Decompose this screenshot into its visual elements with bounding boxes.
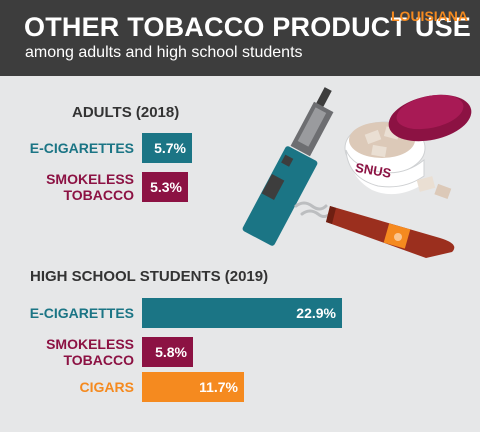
- bar: [142, 337, 193, 367]
- bar-value-label: 5.8%: [155, 344, 187, 360]
- state-label: LOUISIANA: [391, 8, 468, 24]
- snus-label: SNUS: [354, 160, 392, 181]
- bar-value-label: 5.7%: [154, 140, 186, 156]
- bar-category-label-line: CIGARS: [79, 379, 134, 395]
- bar-value-label: 5.3%: [150, 179, 182, 195]
- hs-section-title: HIGH SCHOOL STUDENTS (2019): [30, 268, 269, 285]
- bar-category-label-line: TOBACCO: [63, 187, 134, 203]
- bar: [142, 133, 192, 163]
- bar-category-label: CIGARS: [4, 379, 134, 395]
- bar-value-label: 22.9%: [296, 305, 336, 321]
- bar: [142, 372, 244, 402]
- header-banner: OTHER TOBACCO PRODUCT USE among adults a…: [0, 0, 480, 76]
- bar-category-label: E-CIGARETTES: [4, 305, 134, 321]
- bar-category-label-line: E-CIGARETTES: [29, 140, 134, 156]
- bar: [142, 172, 188, 202]
- bar-category-label: SMOKELESS TOBACCO: [4, 336, 134, 368]
- bar-category-label-line: E-CIGARETTES: [29, 305, 134, 321]
- snus-tin-icon: SNUS: [344, 94, 472, 200]
- bar-category-label-line: SMOKELESS: [46, 336, 134, 352]
- e-cigarette-icon: [242, 87, 334, 246]
- page-subtitle: among adults and high school students: [25, 44, 303, 61]
- bar-category-label: E-CIGARETTES: [4, 140, 134, 156]
- adults-section-title: ADULTS (2018): [72, 104, 180, 121]
- smoke-icon: [294, 201, 332, 218]
- page-title: OTHER TOBACCO PRODUCT USE: [24, 12, 472, 42]
- cigar-icon: [326, 206, 455, 258]
- bar-category-label-line: SMOKELESS: [46, 171, 134, 187]
- bar-category-label: SMOKELESS TOBACCO: [4, 171, 134, 203]
- bar-value-label: 11.7%: [199, 379, 238, 395]
- bar-category-label-line: TOBACCO: [63, 352, 134, 368]
- bar: [142, 298, 342, 328]
